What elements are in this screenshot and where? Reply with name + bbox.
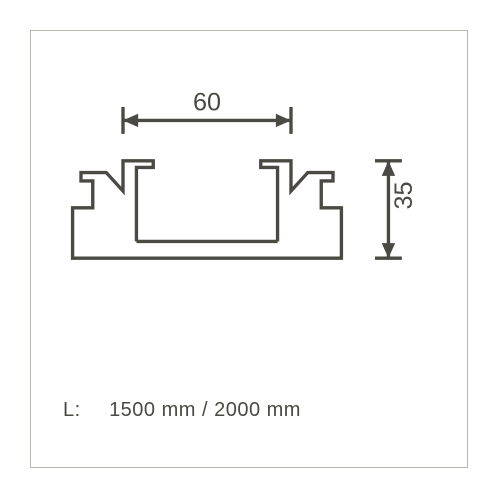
length-value: 1500 mm / 2000 mm [109,399,301,421]
length-spec: L: 1500 mm / 2000 mm [63,399,301,422]
spec-card: 60 35 L: 1500 mm / 2000 mm [30,30,468,468]
length-label: L: [63,399,103,422]
profile-drawing: 60 35 [31,31,467,391]
svg-text:35: 35 [390,181,418,209]
svg-text:60: 60 [193,88,221,116]
